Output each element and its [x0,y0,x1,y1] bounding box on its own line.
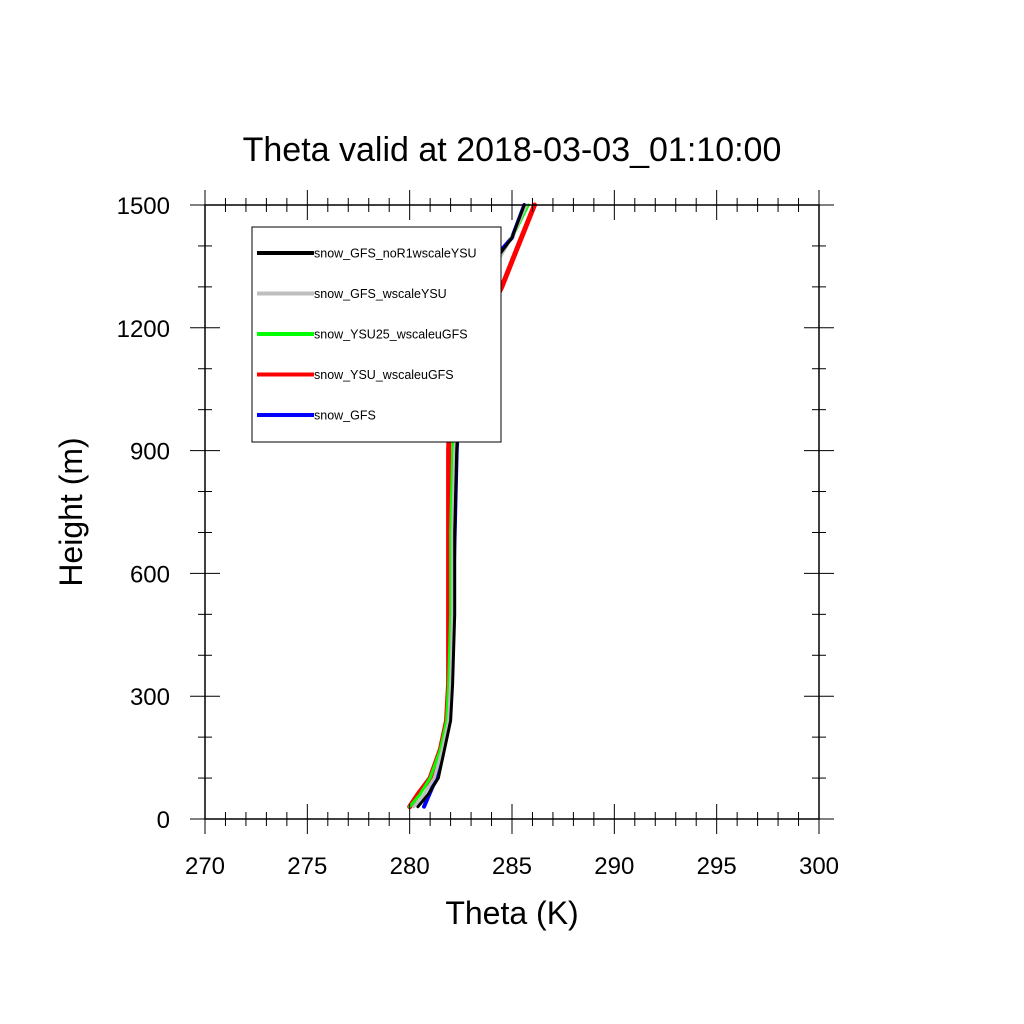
chart-title: Theta valid at 2018-03-03_01:10:00 [243,131,782,169]
y-tick-label: 1200 [117,316,170,343]
axis-ticks [190,190,834,834]
x-tick-label: 290 [594,853,634,880]
tick-labels: 270 275 280 285 290 295 300 0 300 600 900 1200 1500 [117,193,839,880]
legend-label: snow_GFS_noR1wscaleYSU [314,247,477,261]
x-tick-label: 270 [185,853,225,880]
x-tick-label: 295 [697,853,737,880]
y-tick-label: 300 [130,684,170,711]
legend-label: snow_GFS_wscaleYSU [314,287,447,301]
y-tick-label: 1500 [117,193,170,220]
y-tick-label: 0 [157,807,170,834]
x-axis-title: Theta (K) [445,895,578,931]
legend-label: snow_YSU_wscaleuGFS [314,368,454,382]
legend-label: snow_YSU25_wscaleuGFS [314,328,468,342]
y-axis-title: Height (m) [53,437,89,586]
legend: snow_GFS_noR1wscaleYSU snow_GFS_wscaleYSU… [251,226,502,443]
y-tick-label: 900 [130,439,170,466]
x-tick-label: 280 [390,853,430,880]
x-tick-label: 285 [492,853,532,880]
x-tick-label: 300 [799,853,839,880]
x-tick-label: 275 [287,853,327,880]
y-tick-label: 600 [130,561,170,588]
legend-label: snow_GFS [314,409,376,423]
